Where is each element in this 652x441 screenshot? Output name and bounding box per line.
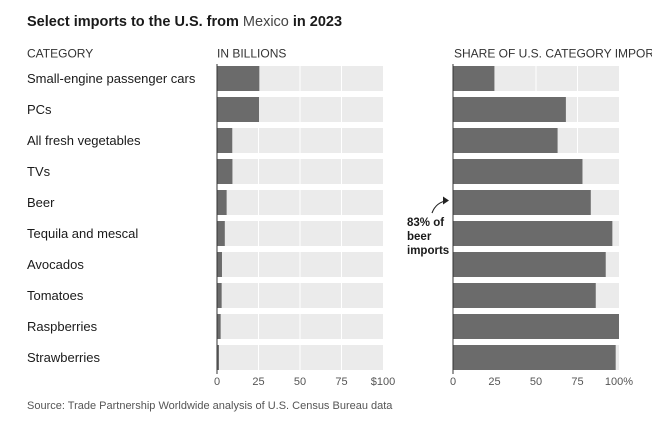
category-column-header: CATEGORY [27, 47, 93, 61]
category-label: Beer [27, 195, 55, 210]
share-bar [453, 128, 558, 153]
chart-title-part1: Select imports to the U.S. from [27, 14, 243, 30]
category-label: PCs [27, 102, 52, 117]
annotation-arrowhead [443, 196, 449, 205]
share-tick-label: 0 [450, 376, 456, 388]
share-bar [453, 97, 566, 122]
share-tick-label: 25 [488, 376, 500, 388]
billions-tick-label: 0 [214, 376, 220, 388]
billions-tick-label: 75 [335, 376, 347, 388]
share-bar [453, 221, 613, 246]
share-tick-label: 100% [605, 376, 633, 388]
category-label: Tomatoes [27, 288, 84, 303]
share-panel: 0 25 50 75 100% [450, 64, 633, 388]
billions-bar [217, 128, 233, 153]
annotation-text: imports [407, 245, 449, 257]
billions-panel: 0 25 50 75 $100 [214, 64, 395, 388]
share-bar [453, 159, 583, 184]
billions-bar [217, 97, 259, 122]
billions-bar [217, 159, 233, 184]
share-bar [453, 66, 495, 91]
share-bar [453, 190, 591, 215]
billions-bar [217, 345, 219, 370]
category-label: Raspberries [27, 319, 98, 334]
billions-tick-label: 25 [252, 376, 264, 388]
annotation-text: beer [407, 231, 432, 243]
billions-bar [217, 221, 225, 246]
category-label: All fresh vegetables [27, 133, 141, 148]
billions-bar [217, 252, 222, 277]
billions-tick-label: 50 [294, 376, 306, 388]
share-panel-header: SHARE OF U.S. CATEGORY IMPORTS [454, 47, 652, 61]
chart-title: Select imports to the U.S. from Mexico i… [27, 14, 342, 30]
annotation-text: 83% of [407, 217, 444, 229]
share-bar [453, 283, 596, 308]
category-label: Small-engine passenger cars [27, 71, 196, 86]
billions-bar [217, 190, 227, 215]
billions-bar [217, 283, 222, 308]
category-label: TVs [27, 164, 51, 179]
share-tick-label: 75 [571, 376, 583, 388]
category-label: Tequila and mescal [27, 226, 138, 241]
billions-bar [217, 66, 260, 91]
billions-bar [217, 314, 221, 339]
chart-title-part2: in 2023 [289, 14, 342, 30]
category-labels: Small-engine passenger cars PCs All fresh … [27, 71, 196, 365]
share-bar [453, 314, 619, 339]
source-note: Source: Trade Partnership Worldwide anal… [27, 400, 393, 412]
share-bar [453, 252, 606, 277]
beer-annotation: 83% of beer imports [407, 196, 449, 257]
billions-panel-header: IN BILLIONS [217, 47, 286, 61]
share-bar [453, 345, 616, 370]
category-label: Strawberries [27, 350, 100, 365]
category-label: Avocados [27, 257, 84, 272]
chart-title-highlight: Mexico [243, 14, 289, 30]
billions-tick-label: $100 [371, 376, 395, 388]
share-tick-label: 50 [530, 376, 542, 388]
